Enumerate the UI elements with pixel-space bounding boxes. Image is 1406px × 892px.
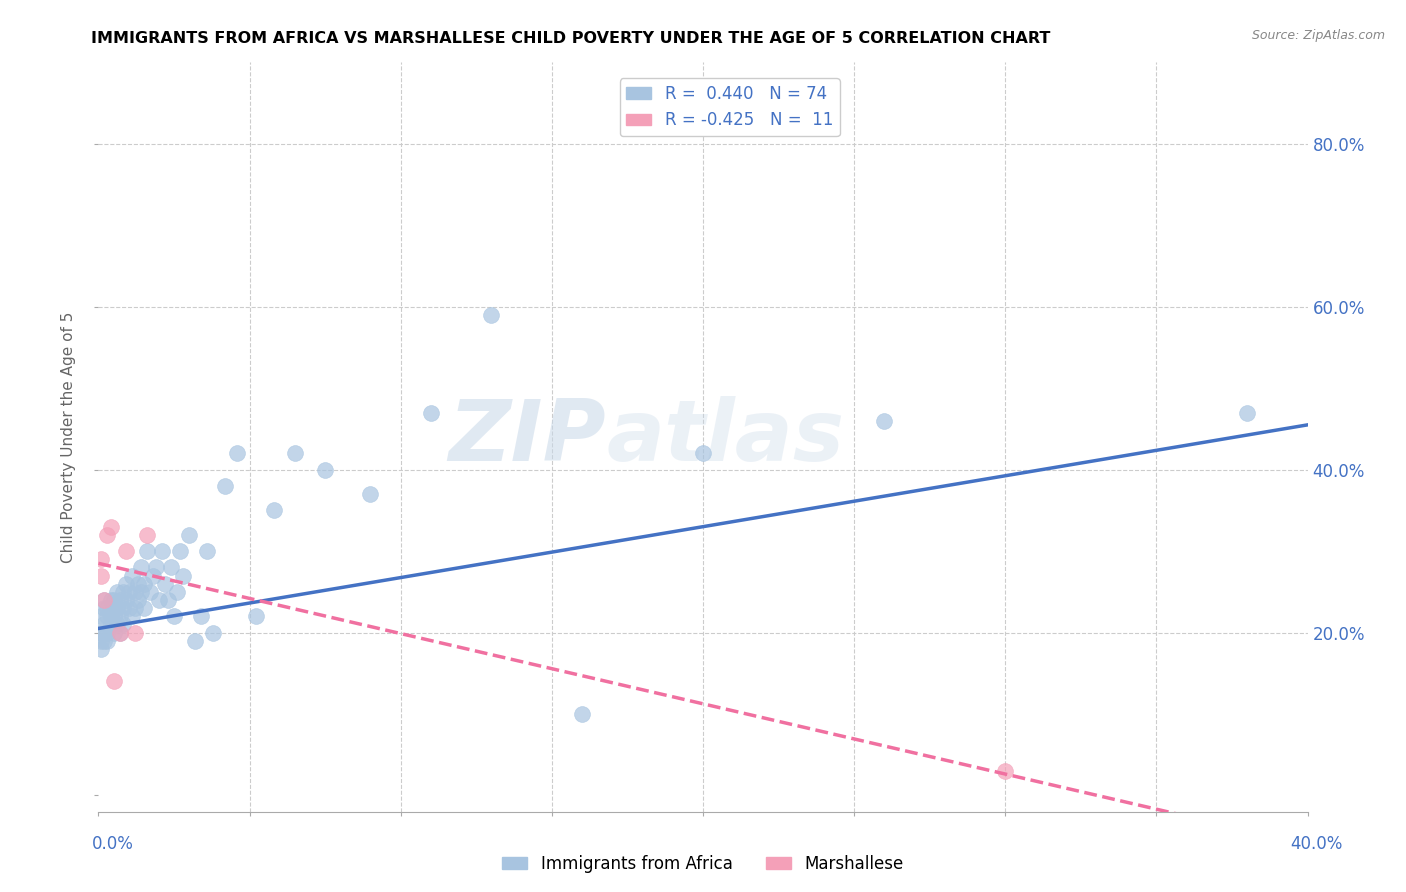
Text: Source: ZipAtlas.com: Source: ZipAtlas.com xyxy=(1251,29,1385,42)
Point xyxy=(202,625,225,640)
Point xyxy=(172,568,194,582)
Point xyxy=(263,503,285,517)
Point xyxy=(184,633,207,648)
Legend: Immigrants from Africa, Marshallese: Immigrants from Africa, Marshallese xyxy=(496,848,910,880)
Point xyxy=(169,544,191,558)
Point xyxy=(1236,406,1258,420)
Point xyxy=(145,560,167,574)
Point xyxy=(93,617,115,632)
Point xyxy=(142,568,165,582)
Point xyxy=(481,308,503,322)
Point xyxy=(132,601,155,615)
Point xyxy=(96,528,118,542)
Point xyxy=(129,560,152,574)
Point xyxy=(156,593,179,607)
Point xyxy=(108,625,131,640)
Point xyxy=(103,593,125,607)
Point xyxy=(100,593,122,607)
Point xyxy=(118,601,141,615)
Point xyxy=(96,625,118,640)
Point xyxy=(105,617,128,632)
Point xyxy=(111,617,134,632)
Text: 40.0%: 40.0% xyxy=(1291,835,1343,853)
Point xyxy=(124,625,146,640)
Point xyxy=(129,584,152,599)
Point xyxy=(121,568,143,582)
Point xyxy=(135,544,157,558)
Point xyxy=(124,584,146,599)
Point xyxy=(93,633,115,648)
Point xyxy=(114,593,136,607)
Point xyxy=(93,625,115,640)
Point xyxy=(111,584,134,599)
Point xyxy=(121,609,143,624)
Text: 0.0%: 0.0% xyxy=(91,835,134,853)
Point xyxy=(93,593,115,607)
Point xyxy=(114,544,136,558)
Point xyxy=(108,625,131,640)
Point xyxy=(111,601,134,615)
Point xyxy=(873,414,896,428)
Point xyxy=(96,633,118,648)
Point xyxy=(96,601,118,615)
Point xyxy=(105,601,128,615)
Point xyxy=(105,584,128,599)
Point xyxy=(108,609,131,624)
Point xyxy=(314,463,336,477)
Point xyxy=(108,593,131,607)
Point xyxy=(153,576,176,591)
Point xyxy=(139,584,162,599)
Point xyxy=(160,560,183,574)
Point xyxy=(127,576,149,591)
Point xyxy=(127,593,149,607)
Point xyxy=(93,601,115,615)
Point xyxy=(284,446,307,460)
Point xyxy=(90,641,112,656)
Point xyxy=(571,706,593,721)
Point xyxy=(124,601,146,615)
Point xyxy=(420,406,443,420)
Point xyxy=(103,609,125,624)
Point xyxy=(179,528,201,542)
Point xyxy=(100,519,122,533)
Point xyxy=(90,552,112,566)
Point xyxy=(163,609,186,624)
Point xyxy=(190,609,212,624)
Point xyxy=(103,625,125,640)
Point xyxy=(90,568,112,582)
Point xyxy=(96,609,118,624)
Point xyxy=(135,528,157,542)
Text: ZIP: ZIP xyxy=(449,395,606,479)
Point xyxy=(93,593,115,607)
Point xyxy=(166,584,188,599)
Point xyxy=(103,601,125,615)
Point xyxy=(148,593,170,607)
Point xyxy=(245,609,267,624)
Point xyxy=(360,487,382,501)
Point xyxy=(90,633,112,648)
Point xyxy=(692,446,714,460)
Point xyxy=(118,584,141,599)
Point xyxy=(100,609,122,624)
Point xyxy=(100,617,122,632)
Y-axis label: Child Poverty Under the Age of 5: Child Poverty Under the Age of 5 xyxy=(60,311,76,563)
Point xyxy=(103,674,125,689)
Point xyxy=(90,625,112,640)
Point xyxy=(132,576,155,591)
Point xyxy=(150,544,173,558)
Text: IMMIGRANTS FROM AFRICA VS MARSHALLESE CHILD POVERTY UNDER THE AGE OF 5 CORRELATI: IMMIGRANTS FROM AFRICA VS MARSHALLESE CH… xyxy=(91,31,1050,46)
Point xyxy=(994,764,1017,778)
Point xyxy=(195,544,218,558)
Point xyxy=(114,576,136,591)
Point xyxy=(214,479,236,493)
Text: atlas: atlas xyxy=(606,395,845,479)
Point xyxy=(90,609,112,624)
Point xyxy=(226,446,249,460)
Legend: R =  0.440   N = 74, R = -0.425   N =  11: R = 0.440 N = 74, R = -0.425 N = 11 xyxy=(620,78,839,136)
